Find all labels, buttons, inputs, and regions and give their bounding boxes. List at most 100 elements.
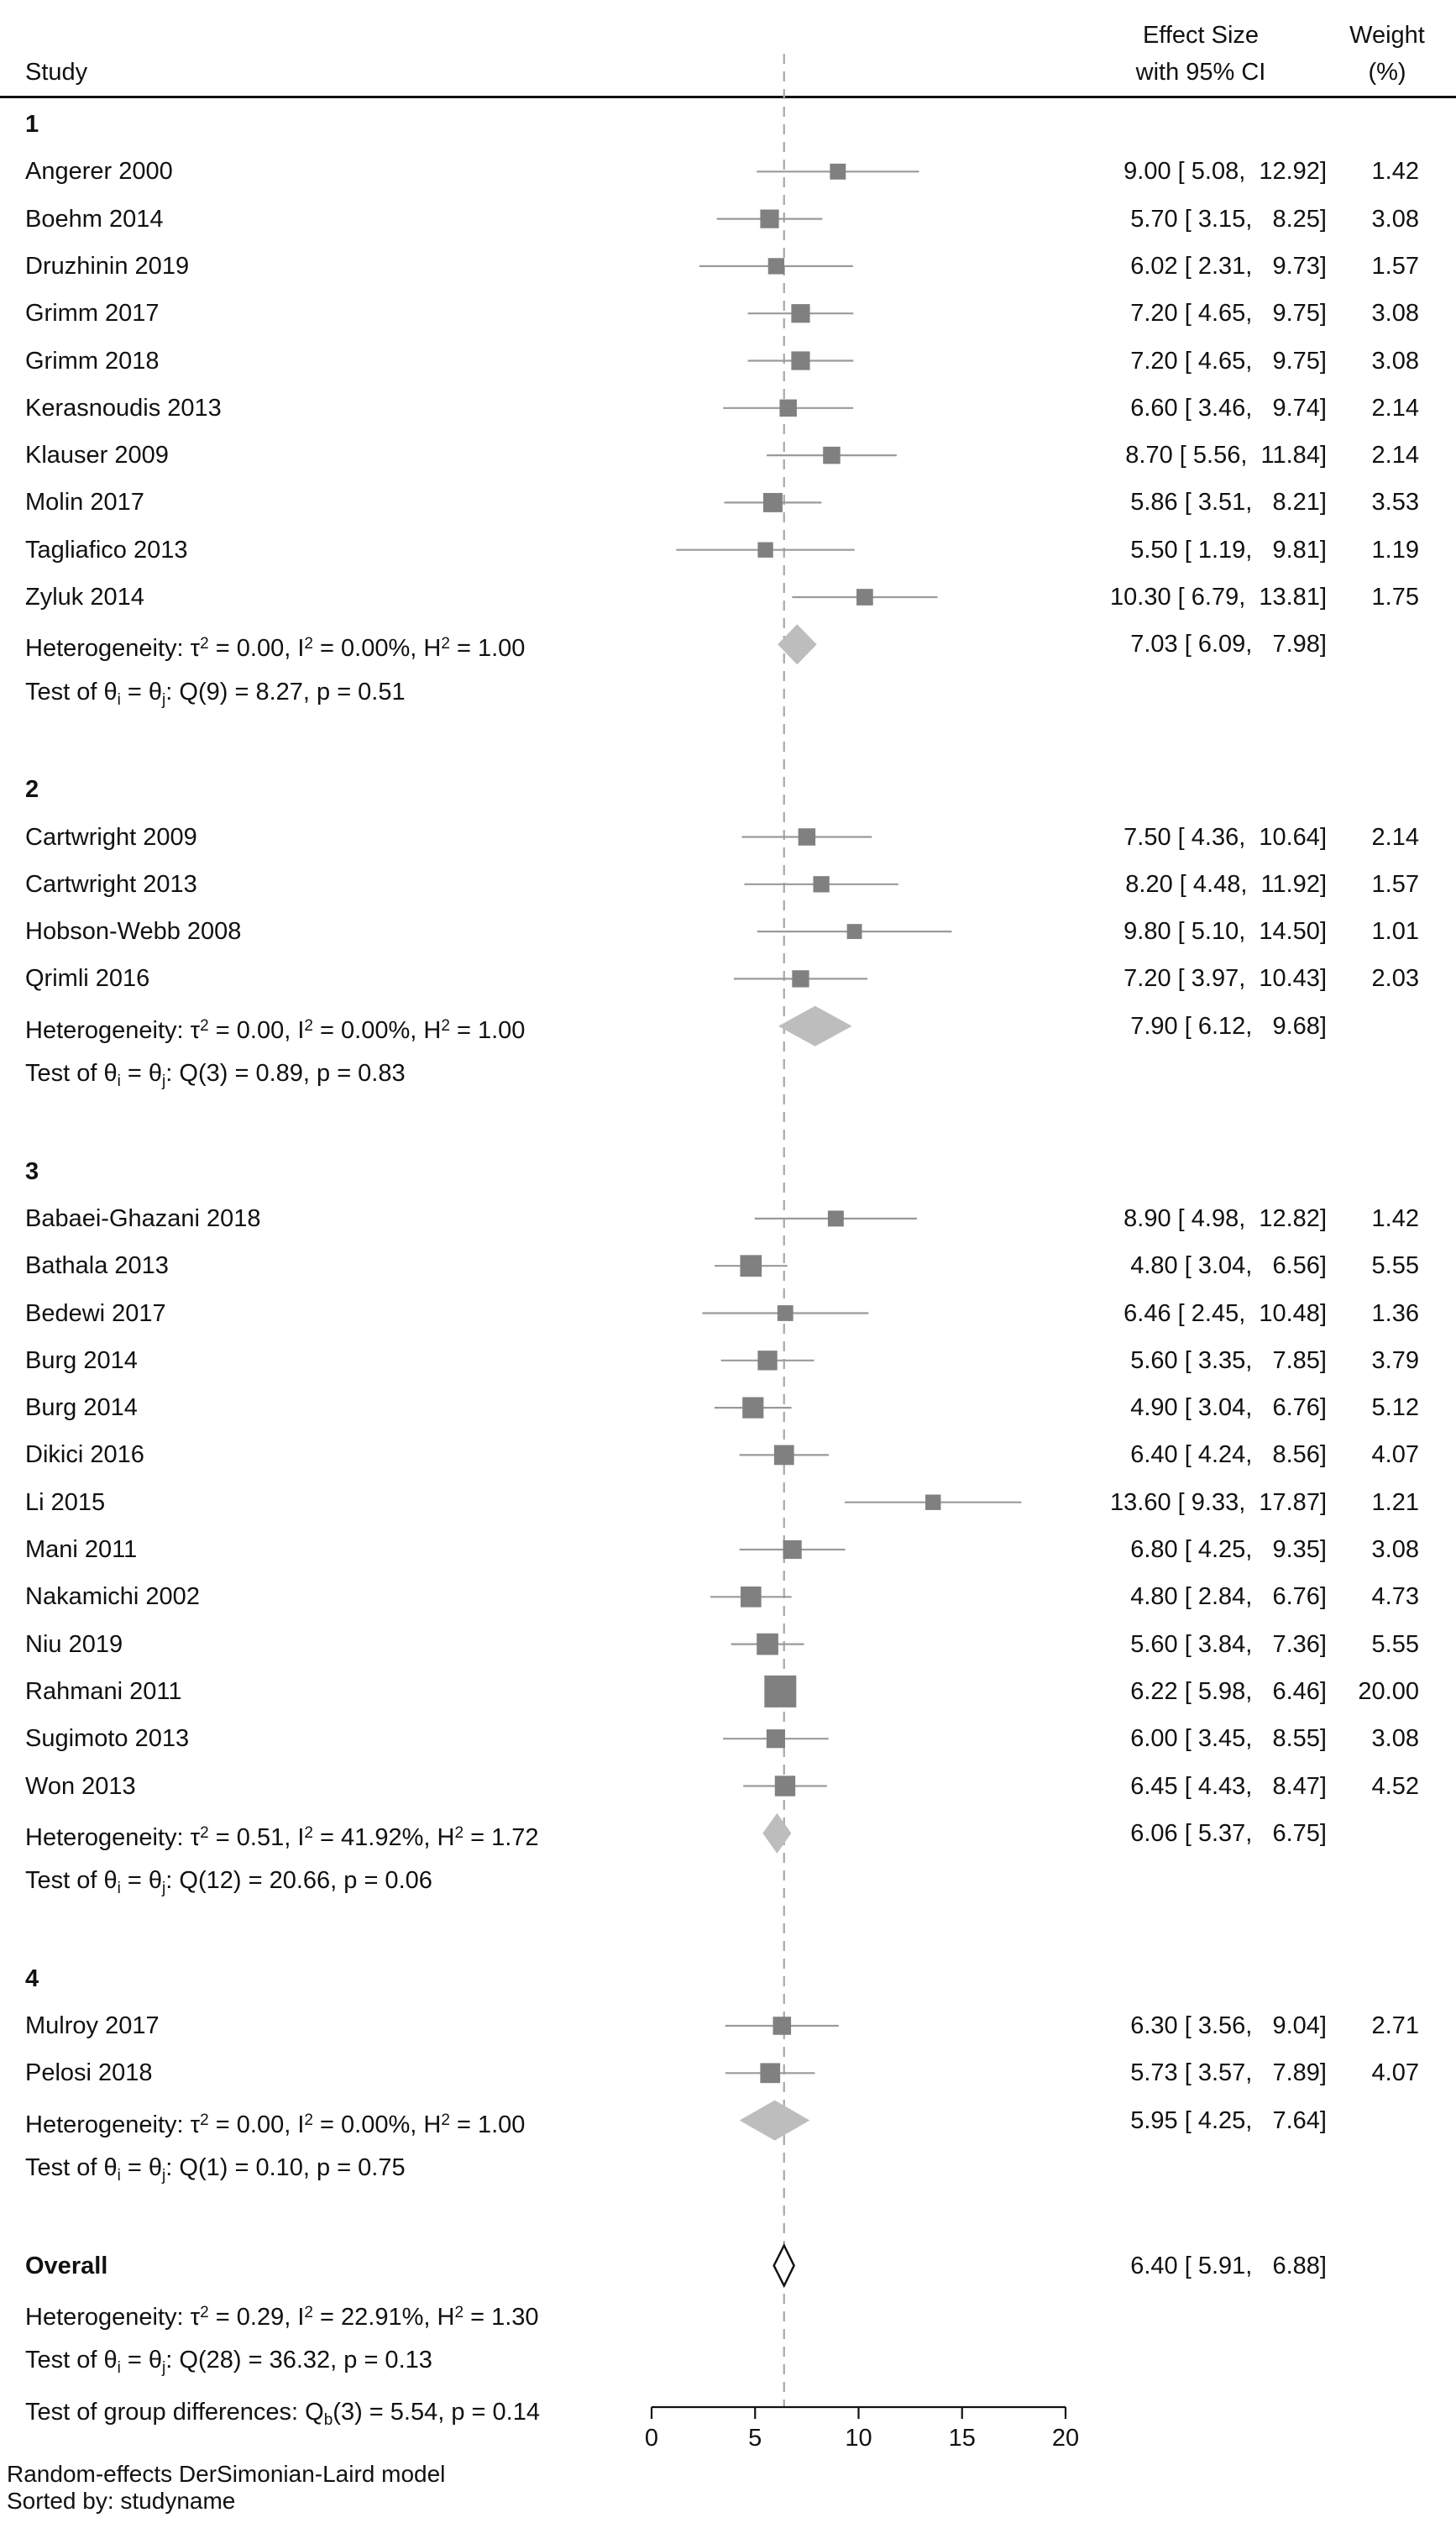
- study-weight-g1-s1: 1.42: [1371, 158, 1419, 186]
- group-label-1: 1: [25, 111, 39, 138]
- study-marker-g4-s1: [773, 2017, 792, 2035]
- study-ci-g3-s13: 6.45 [ 4.43, 8.47]: [1130, 1772, 1327, 1800]
- study-weight-g2-s2: 1.57: [1371, 870, 1419, 898]
- study-marker-g1-s3: [767, 258, 785, 275]
- study-weight-g3-s13: 4.52: [1371, 1772, 1419, 1800]
- study-ci-g3-s10: 5.60 [ 3.84, 7.36]: [1130, 1630, 1327, 1658]
- group-1-homogeneity-test: Test of θi = θj: Q(9) = 8.27, p = 0.51: [25, 678, 406, 709]
- study-name-g1-s8: Molin 2017: [25, 489, 144, 517]
- study-ci-g3-s11: 6.22 [ 5.98, 6.46]: [1130, 1677, 1327, 1705]
- study-weight-g3-s7: 1.21: [1371, 1488, 1419, 1516]
- study-marker-g3-s11: [764, 1675, 797, 1707]
- study-weight-g1-s10: 1.75: [1371, 584, 1419, 611]
- study-weight-g2-s4: 2.03: [1371, 965, 1419, 993]
- study-weight-g3-s8: 3.08: [1371, 1536, 1419, 1563]
- study-ci-g3-s4: 5.60 [ 3.35, 7.85]: [1130, 1346, 1327, 1374]
- study-name-g4-s1: Mulroy 2017: [25, 2012, 160, 2039]
- study-ci-g1-s4: 7.20 [ 4.65, 9.75]: [1130, 300, 1327, 328]
- study-weight-g3-s9: 4.73: [1371, 1583, 1419, 1611]
- group-2-heterogeneity: Heterogeneity: τ2 = 0.00, I2 = 0.00%, H2…: [25, 1016, 526, 1044]
- group-label-2: 2: [25, 776, 39, 804]
- overall-label: Overall: [25, 2252, 108, 2279]
- header-rule: [0, 96, 1456, 98]
- study-marker-g3-s4: [757, 1351, 778, 1371]
- group-3-pooled-ci: 6.06 [ 5.37, 6.75]: [1130, 1819, 1327, 1847]
- study-marker-g1-s1: [830, 163, 846, 180]
- study-name-g2-s3: Hobson-Webb 2008: [25, 918, 242, 946]
- study-weight-g1-s6: 2.14: [1371, 394, 1419, 422]
- study-marker-g3-s1: [827, 1210, 844, 1227]
- study-name-g1-s7: Klauser 2009: [25, 442, 169, 469]
- study-name-g3-s7: Li 2015: [25, 1488, 106, 1516]
- overall-diamond: [773, 2242, 795, 2289]
- study-name-g1-s4: Grimm 2017: [25, 300, 160, 328]
- study-name-g4-s2: Pelosi 2018: [25, 2059, 153, 2087]
- study-weight-g1-s5: 3.08: [1371, 347, 1419, 375]
- study-ci-g2-s2: 8.20 [ 4.48, 11.92]: [1125, 870, 1327, 898]
- study-weight-g3-s6: 4.07: [1371, 1441, 1419, 1469]
- footer-model: Random-effects DerSimonian-Laird model: [7, 2461, 446, 2487]
- study-weight-g1-s4: 3.08: [1371, 300, 1419, 328]
- study-name-g3-s4: Burg 2014: [25, 1346, 138, 1374]
- header-weight: Weight: [1349, 22, 1425, 49]
- study-name-g1-s1: Angerer 2000: [25, 158, 173, 186]
- group-4-pooled-ci: 5.95 [ 4.25, 7.64]: [1130, 2106, 1327, 2134]
- study-weight-g3-s2: 5.55: [1371, 1252, 1419, 1280]
- study-weight-g1-s2: 3.08: [1371, 205, 1419, 233]
- study-ci-g2-s1: 7.50 [ 4.36, 10.64]: [1123, 823, 1327, 851]
- study-name-g3-s8: Mani 2011: [25, 1536, 138, 1563]
- x-tick-label-0: 0: [645, 2425, 658, 2452]
- study-ci-g3-s9: 4.80 [ 2.84, 6.76]: [1130, 1583, 1327, 1611]
- study-marker-g1-s4: [791, 304, 810, 323]
- study-weight-g3-s10: 5.55: [1371, 1630, 1419, 1658]
- group-label-3: 3: [25, 1157, 39, 1185]
- x-tick-label-20: 20: [1052, 2425, 1079, 2452]
- study-weight-g1-s7: 2.14: [1371, 442, 1419, 469]
- study-ci-g2-s3: 9.80 [ 5.10, 14.50]: [1123, 918, 1327, 946]
- header-effect-size: Effect Size: [1142, 22, 1260, 49]
- overall-heterogeneity: Heterogeneity: τ2 = 0.29, I2 = 22.91%, H…: [25, 2303, 539, 2331]
- study-ci-g3-s12: 6.00 [ 3.45, 8.55]: [1130, 1725, 1327, 1753]
- study-marker-g3-s12: [766, 1729, 786, 1749]
- study-weight-g1-s8: 3.53: [1371, 489, 1419, 517]
- study-marker-g1-s5: [791, 351, 810, 370]
- study-marker-g2-s4: [792, 970, 809, 988]
- group-4-homogeneity-test: Test of θi = θj: Q(1) = 0.10, p = 0.75: [25, 2153, 406, 2185]
- group-4-heterogeneity: Heterogeneity: τ2 = 0.00, I2 = 0.00%, H2…: [25, 2111, 526, 2138]
- group-1-heterogeneity: Heterogeneity: τ2 = 0.00, I2 = 0.00%, H2…: [25, 635, 526, 663]
- group-differences-test: Test of group differences: Qb(3) = 5.54,…: [25, 2399, 540, 2430]
- study-ci-g3-s3: 6.46 [ 2.45, 10.48]: [1123, 1299, 1327, 1327]
- study-ci-g2-s4: 7.20 [ 3.97, 10.43]: [1123, 965, 1327, 993]
- study-name-g3-s11: Rahmani 2011: [25, 1677, 182, 1705]
- study-weight-g2-s1: 2.14: [1371, 823, 1419, 851]
- header-weight-unit: (%): [1368, 59, 1406, 86]
- study-name-g1-s10: Zyluk 2014: [25, 584, 144, 611]
- study-ci-g3-s1: 8.90 [ 4.98, 12.82]: [1123, 1204, 1327, 1232]
- study-ci-g1-s3: 6.02 [ 2.31, 9.73]: [1130, 252, 1327, 280]
- overall-homogeneity-test: Test of θi = θj: Q(28) = 36.32, p = 0.13: [25, 2347, 432, 2378]
- study-marker-g1-s10: [856, 589, 873, 606]
- study-weight-g3-s11: 20.00: [1358, 1677, 1419, 1705]
- group-1-pooled-diamond: [778, 624, 817, 665]
- x-tick-label-5: 5: [748, 2425, 762, 2452]
- study-ci-g3-s5: 4.90 [ 3.04, 6.76]: [1130, 1394, 1327, 1422]
- study-weight-g2-s3: 1.01: [1371, 918, 1419, 946]
- study-marker-g3-s10: [757, 1633, 778, 1655]
- study-marker-g2-s3: [846, 924, 862, 940]
- study-weight-g3-s1: 1.42: [1371, 1204, 1419, 1232]
- group-3-homogeneity-test: Test of θi = θj: Q(12) = 20.66, p = 0.06: [25, 1867, 432, 1898]
- study-marker-g3-s2: [740, 1255, 762, 1277]
- study-ci-g1-s8: 5.86 [ 3.51, 8.21]: [1130, 489, 1327, 517]
- group-label-4: 4: [25, 1964, 39, 1992]
- group-4-pooled-diamond: [739, 2100, 810, 2141]
- study-ci-g1-s6: 6.60 [ 3.46, 9.74]: [1130, 394, 1327, 422]
- study-name-g3-s2: Bathala 2013: [25, 1252, 169, 1280]
- study-name-g1-s5: Grimm 2018: [25, 347, 160, 375]
- header-ci: with 95% CI: [1135, 59, 1266, 86]
- study-weight-g3-s3: 1.36: [1371, 1299, 1419, 1327]
- group-2-homogeneity-test: Test of θi = θj: Q(3) = 0.89, p = 0.83: [25, 1060, 406, 1090]
- study-marker-g3-s13: [774, 1776, 796, 1797]
- study-marker-g1-s8: [762, 492, 783, 512]
- study-name-g1-s2: Boehm 2014: [25, 205, 164, 233]
